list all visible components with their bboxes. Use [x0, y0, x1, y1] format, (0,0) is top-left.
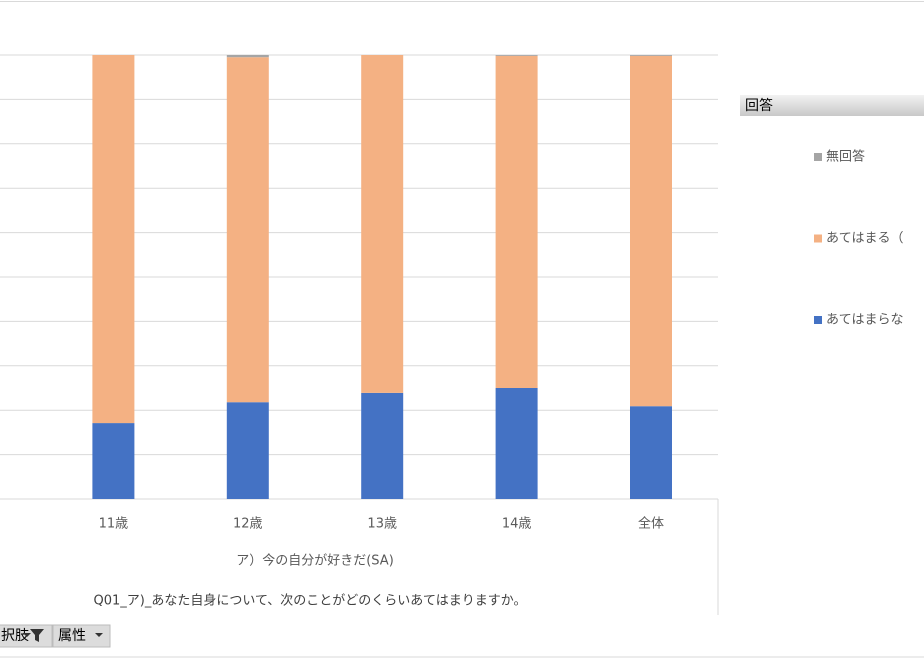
bar-segment — [226, 57, 269, 403]
legend-swatch — [814, 316, 822, 324]
legend-swatch — [814, 153, 822, 161]
filter-button-label: 属性 — [58, 628, 86, 644]
legend-label: 無回答 — [826, 149, 865, 165]
bar-segment — [226, 55, 269, 58]
x-tick-label: 全体 — [638, 516, 664, 532]
bar-segment — [92, 55, 135, 424]
x-tick-label: 14歳 — [502, 517, 532, 532]
bar-segment — [495, 55, 538, 388]
bar-segment — [361, 55, 404, 393]
legend-title: 回答 — [745, 97, 773, 114]
bar-segment — [495, 388, 538, 499]
chart-subtitle: Q01_ア)_あなた自身について、次のことがどのくらいあてはまりますか。 — [93, 593, 526, 609]
filter-button-label: 択肢 — [1, 628, 29, 644]
legend-label: あてはまる（ — [826, 231, 903, 246]
dropdown-icon — [95, 633, 103, 637]
bar-segment — [92, 423, 135, 499]
bar-segment — [361, 392, 404, 499]
x-axis-title: ア）今の自分が好きだ(SA) — [236, 553, 394, 569]
filter-button[interactable] — [52, 624, 111, 648]
x-tick-label: 13歳 — [367, 517, 397, 532]
bar-segment — [630, 55, 672, 407]
filter-icon — [23, 629, 44, 642]
bar-segment — [226, 402, 269, 499]
bar-segment — [630, 55, 672, 56]
legend-swatch — [814, 234, 822, 243]
plot-area — [0, 54, 718, 500]
x-tick-label: 12歳 — [233, 517, 263, 532]
legend-label: あてはまらな — [826, 313, 903, 328]
bar-segment — [630, 406, 672, 499]
bar-segment — [495, 55, 538, 56]
x-tick-label: 11歳 — [99, 517, 129, 532]
legend-header — [740, 95, 924, 116]
